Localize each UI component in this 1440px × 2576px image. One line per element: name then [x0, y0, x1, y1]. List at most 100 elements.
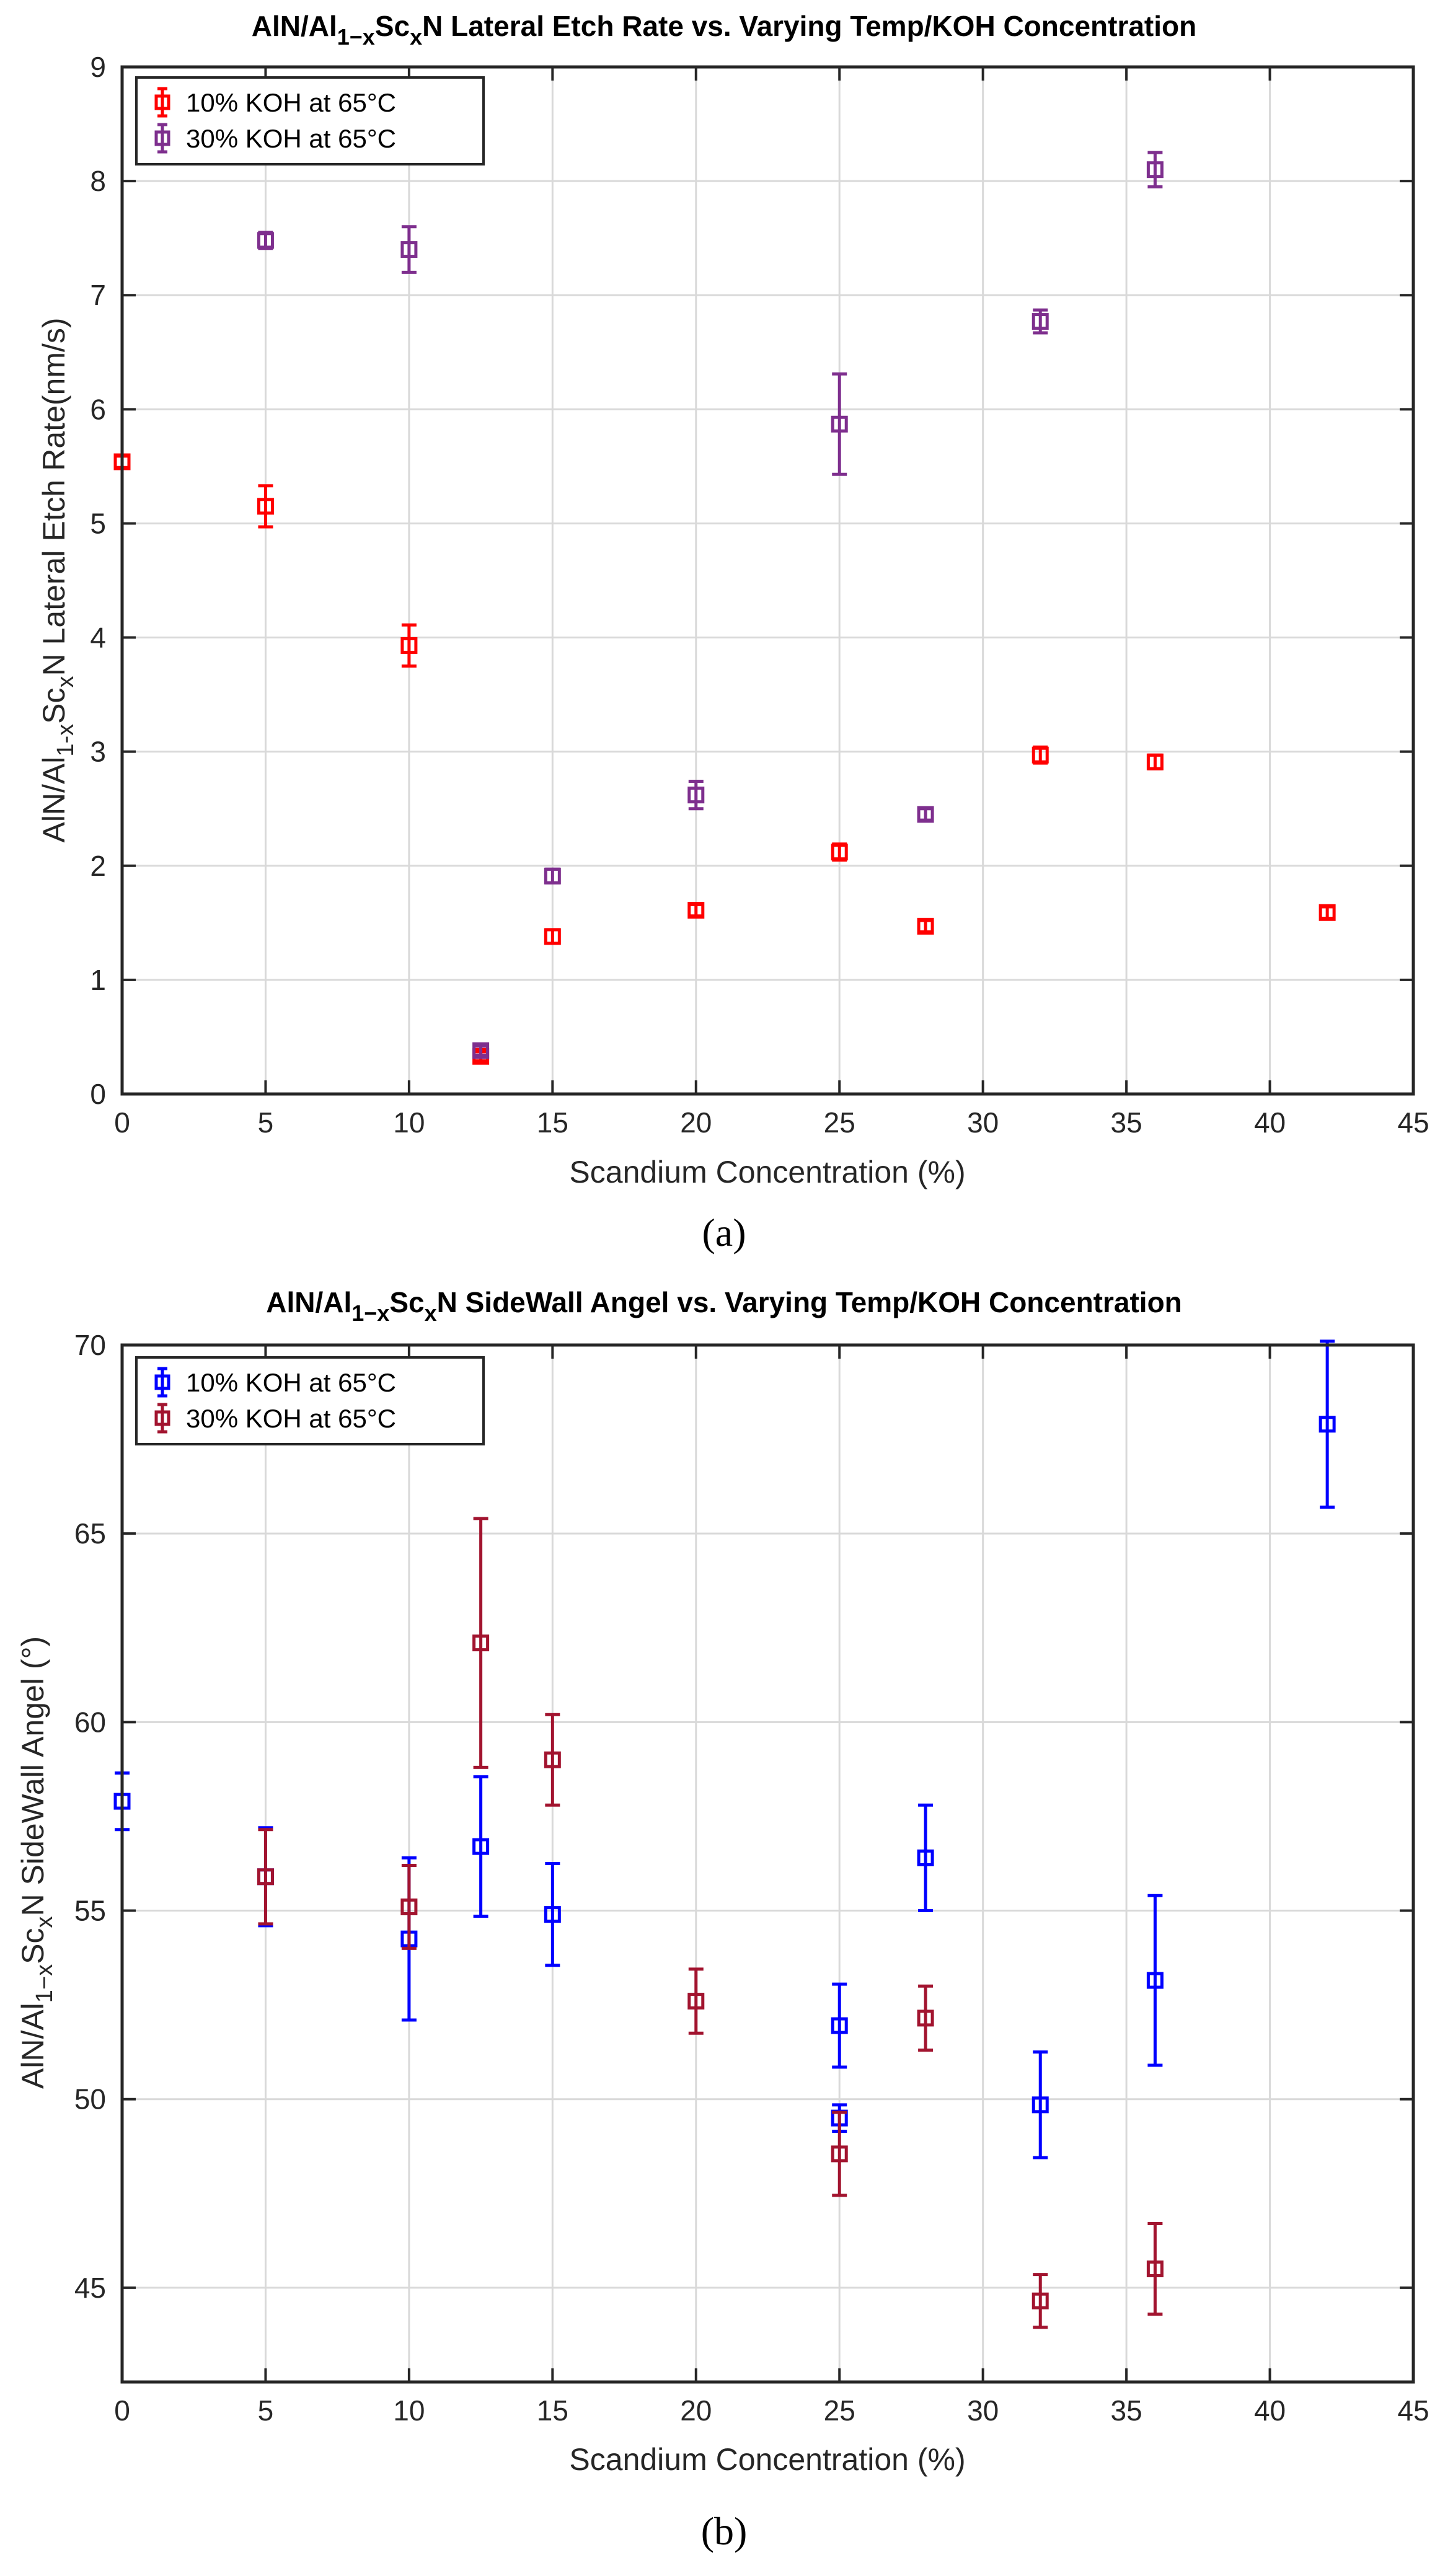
point-marker — [917, 917, 934, 935]
x-tick-label: 40 — [1254, 2394, 1286, 2427]
legend-label: 10% KOH at 65°C — [186, 88, 396, 117]
point-marker — [544, 928, 561, 945]
data-point — [472, 1517, 490, 1769]
point-marker — [917, 806, 934, 823]
point-marker — [831, 844, 848, 861]
chart-b-grid — [121, 1344, 1415, 2382]
y-tick-label: 1 — [90, 964, 106, 996]
x-tick-label: 45 — [1397, 2394, 1429, 2427]
y-tick-label: 70 — [74, 1329, 106, 1361]
data-point — [687, 780, 705, 811]
x-tick-label: 30 — [967, 2394, 999, 2427]
chart-b-xlabel: Scandium Concentration (%) — [569, 2442, 965, 2477]
legend-label: 30% KOH at 65°C — [186, 124, 396, 153]
point-marker — [687, 787, 705, 804]
legend-label: 30% KOH at 65°C — [186, 1404, 396, 1433]
data-point — [257, 1828, 274, 1926]
point-marker — [687, 1993, 705, 2010]
x-tick-label: 10 — [393, 2394, 425, 2427]
point-marker — [544, 1906, 561, 1923]
data-point — [1319, 904, 1336, 921]
y-tick-label: 55 — [74, 1895, 106, 1927]
point-marker — [400, 241, 418, 258]
point-marker — [472, 1838, 490, 1855]
data-point — [544, 1862, 561, 1967]
legend-entry: 10% KOH at 65°C — [154, 1367, 396, 1398]
chart-a-title: AlN/Al1−xScxN Lateral Etch Rate vs. Vary… — [252, 10, 1196, 50]
data-point — [1146, 2221, 1164, 2316]
panel-a-label: (a) — [702, 1211, 746, 1255]
data-point — [1031, 745, 1049, 765]
data-point — [1146, 1894, 1164, 2067]
x-tick-label: 25 — [824, 1106, 855, 1139]
chart-b-legend-box — [135, 1356, 485, 1445]
data-point — [1031, 2050, 1049, 2159]
point-marker — [472, 1042, 490, 1059]
chart-a-ylabel: AlN/Al1-xScxN Lateral Etch Rate(nm/s) — [37, 317, 79, 842]
series-1 — [113, 1339, 1336, 2159]
x-tick-label: 20 — [680, 2394, 712, 2427]
point-marker — [1319, 904, 1336, 921]
data-point — [400, 225, 418, 274]
y-tick-label: 9 — [90, 51, 106, 83]
x-tick-label: 30 — [967, 1106, 999, 1139]
x-tick-label: 20 — [680, 1106, 712, 1139]
y-tick-label: 45 — [74, 2272, 106, 2304]
y-tick-label: 4 — [90, 622, 106, 654]
data-point — [257, 231, 274, 250]
y-tick-label: 0 — [90, 1078, 106, 1110]
y-tick-label: 7 — [90, 279, 106, 311]
legend-entry: 10% KOH at 65°C — [154, 87, 396, 118]
chart-b: AlN/Al1−xScxN SideWall Angel vs. Varying… — [15, 1286, 1429, 2553]
chart-b-axes-frame — [120, 1343, 1415, 2384]
data-point — [831, 1982, 848, 2069]
chart-b-ylabel: AlN/Al1−xScxN SideWall Angel (°) — [15, 1636, 58, 2089]
legend-entry: 30% KOH at 65°C — [154, 123, 396, 154]
legend-marker — [154, 94, 170, 110]
point-marker — [472, 1634, 490, 1652]
series-1 — [113, 453, 1336, 1065]
chart-a-xlabel: Scandium Concentration (%) — [569, 1155, 965, 1189]
data-point — [472, 1042, 490, 1059]
x-tick-label: 5 — [258, 1106, 274, 1139]
point-marker — [1146, 753, 1164, 770]
data-point — [257, 484, 274, 529]
legend-entry: 30% KOH at 65°C — [154, 1403, 396, 1434]
chart-a-axes-frame — [120, 65, 1415, 1096]
legend-marker — [154, 1374, 170, 1390]
point-marker — [917, 2009, 934, 2027]
point-marker — [544, 1751, 561, 1768]
point-marker — [687, 902, 705, 919]
data-point — [472, 1775, 490, 1918]
x-tick-label: 25 — [824, 2394, 855, 2427]
data-point — [917, 1984, 934, 2052]
x-tick-label: 40 — [1254, 1106, 1286, 1139]
data-point — [400, 623, 418, 668]
point-marker — [400, 637, 418, 654]
series-2 — [257, 1517, 1164, 2329]
point-marker — [1146, 2260, 1164, 2277]
data-point — [1319, 1339, 1336, 1509]
data-point — [544, 1713, 561, 1807]
data-point — [831, 372, 848, 476]
point-marker — [1146, 1972, 1164, 1989]
x-tick-label: 45 — [1397, 1106, 1429, 1139]
point-marker — [400, 1898, 418, 1915]
point-marker — [1319, 1416, 1336, 1433]
x-tick-label: 10 — [393, 1106, 425, 1139]
data-point — [687, 1967, 705, 2035]
x-tick-label: 15 — [537, 2394, 568, 2427]
chart-a-legend-box — [135, 76, 485, 165]
x-tick-label: 15 — [537, 1106, 568, 1139]
data-point — [1031, 308, 1049, 335]
data-point — [831, 842, 848, 862]
point-marker — [257, 232, 274, 249]
chart-a-grid — [121, 66, 1415, 1095]
point-marker — [831, 2145, 848, 2163]
data-point — [917, 917, 934, 935]
data-point — [1031, 2273, 1049, 2329]
y-tick-label: 2 — [90, 850, 106, 882]
legend-label: 10% KOH at 65°C — [186, 1368, 396, 1397]
